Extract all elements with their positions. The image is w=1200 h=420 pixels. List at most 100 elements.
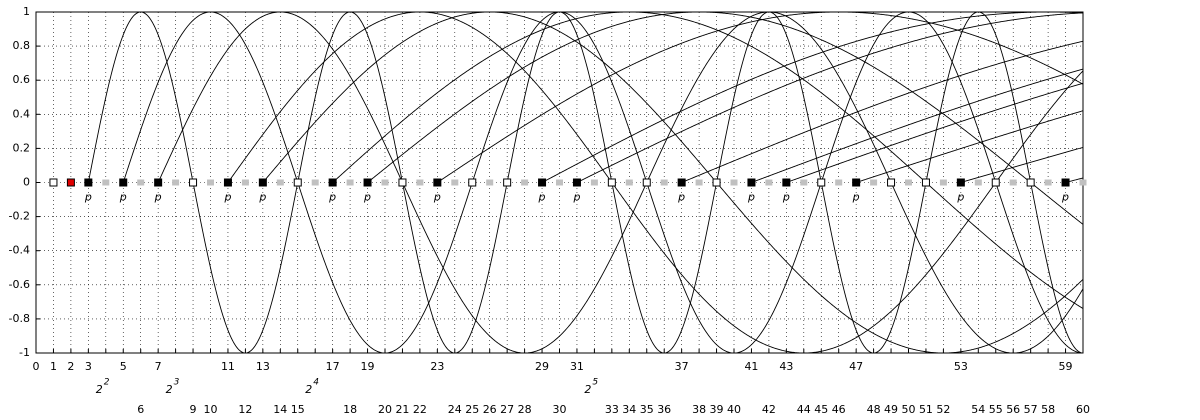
x-tick-label: 27 (500, 403, 514, 416)
even-marker (939, 179, 947, 186)
x-tick-label: 43 (779, 360, 793, 373)
x-tick-label: 13 (256, 360, 270, 373)
even-marker (102, 179, 110, 186)
composite-marker (503, 178, 512, 187)
even-marker (137, 179, 145, 186)
y-tick-label: -1 (19, 346, 30, 359)
x-tick-label: 55 (989, 403, 1003, 416)
even-marker (1079, 179, 1087, 186)
x-tick-label: 24 (448, 403, 462, 416)
prime-label: p (433, 191, 441, 204)
x-tick-label: 2 (584, 383, 591, 396)
composite-marker (921, 178, 930, 187)
composite-marker (1026, 178, 1035, 187)
x-tick-label: 51 (919, 403, 933, 416)
prime-label: p (223, 191, 231, 204)
x-tick-label: 57 (1024, 403, 1038, 416)
prime-curve (157, 11, 1084, 354)
x-tick-label: 15 (291, 403, 305, 416)
prime-label: p (363, 191, 371, 204)
x-tick-label: 53 (954, 360, 968, 373)
composite-marker (607, 178, 616, 187)
x-tick-exponent: 2 (104, 378, 110, 388)
prime-curve (541, 11, 1084, 183)
prime-label: p (956, 191, 964, 204)
x-tick-label: 52 (936, 403, 950, 416)
y-tick-label: 0 (23, 176, 30, 189)
x-tick-label: 22 (413, 403, 427, 416)
x-tick-label: 26 (483, 403, 497, 416)
x-tick-label: 6 (137, 403, 144, 416)
even-marker (416, 179, 424, 186)
x-tick-label: 45 (814, 403, 828, 416)
x-tick-label: 47 (849, 360, 863, 373)
x-tick-label: 14 (273, 403, 287, 416)
even-marker (974, 179, 982, 186)
prime-marker (433, 178, 442, 187)
x-tick-label: 44 (797, 403, 811, 416)
even-marker (207, 179, 214, 186)
x-tick-label: 30 (553, 403, 567, 416)
prime-marker (84, 178, 93, 187)
composite-marker (642, 178, 651, 187)
y-tick-label: 1 (23, 5, 30, 18)
prime-curve (122, 11, 1084, 354)
prime-curve (576, 12, 1084, 183)
even-marker (241, 179, 249, 186)
even-marker (172, 179, 180, 186)
composite-marker (468, 178, 477, 187)
prime-marker (538, 178, 547, 187)
even-marker (486, 179, 494, 186)
prime-curve (960, 146, 1084, 183)
x-tick-label: 39 (710, 403, 724, 416)
even-marker (346, 179, 354, 186)
x-tick-label: 34 (622, 403, 636, 416)
x-tick-label: 5 (120, 360, 127, 373)
prime-label: p (852, 191, 860, 204)
prime-marker (154, 178, 163, 187)
even-marker (311, 179, 319, 186)
x-tick-label: 21 (395, 403, 409, 416)
x-tick-label: 37 (675, 360, 689, 373)
prime-label: p (328, 191, 336, 204)
prime-marker (782, 178, 791, 187)
x-tick-label: 50 (902, 403, 916, 416)
two-marker (66, 178, 75, 187)
even-marker (451, 179, 459, 186)
x-tick-label: 46 (832, 403, 846, 416)
prime-label: p (572, 191, 580, 204)
prime-marker (852, 178, 861, 187)
even-marker (625, 179, 633, 186)
even-marker (660, 179, 668, 186)
x-tick-label: 3 (85, 360, 92, 373)
y-tick-label: 0.2 (13, 141, 31, 154)
even-marker (730, 179, 738, 186)
prime-curve (227, 11, 1084, 354)
x-tick-label: 38 (692, 403, 706, 416)
y-tick-label: -0.8 (9, 312, 30, 325)
prime-curve (87, 11, 1084, 354)
prime-marker (572, 178, 581, 187)
even-marker (521, 179, 529, 186)
x-tick-label: 2 (166, 383, 173, 396)
composite-marker (398, 178, 407, 187)
prime-label: p (747, 191, 755, 204)
prime-curve (681, 40, 1084, 183)
prime-label: p (782, 191, 790, 204)
x-tick-label: 18 (343, 403, 357, 416)
prime-label: p (1061, 191, 1069, 204)
even-marker (381, 179, 389, 186)
prime-marker (677, 178, 686, 187)
composite-marker (991, 178, 1000, 187)
x-tick-label: 2 (305, 383, 312, 396)
x-tick-label: 41 (744, 360, 758, 373)
even-marker (905, 179, 912, 186)
x-tick-label: 12 (238, 403, 252, 416)
y-tick-label: 0.8 (13, 39, 31, 52)
x-tick-label: 60 (1076, 403, 1090, 416)
even-marker (590, 179, 598, 186)
x-tick-label: 35 (640, 403, 654, 416)
prime-curve (367, 11, 1084, 225)
composite-marker (293, 178, 302, 187)
